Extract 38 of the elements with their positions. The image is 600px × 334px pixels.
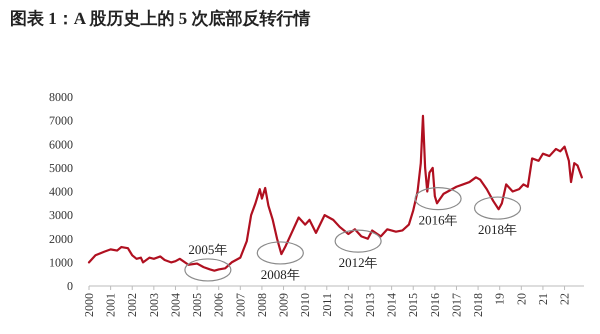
x-tick-label: 2011 bbox=[320, 293, 334, 317]
chart-title: 图表 1：A 股历史上的 5 次底部反转行情 bbox=[10, 9, 310, 28]
x-tick-label: 2013 bbox=[363, 293, 378, 317]
x-tick-label: 2001 bbox=[104, 293, 118, 317]
y-tick-label: 3000 bbox=[49, 208, 73, 222]
x-tick-label: 2018 bbox=[471, 293, 486, 317]
y-tick-label: 8000 bbox=[49, 90, 73, 104]
x-tick-label: 2016 bbox=[428, 293, 442, 317]
y-tick-label: 5000 bbox=[49, 160, 73, 175]
x-tick-label: 2000 bbox=[82, 293, 96, 317]
x-tick-label: 2003 bbox=[146, 293, 161, 317]
annotation: 2018年 bbox=[478, 222, 518, 238]
x-tick-label: 22 bbox=[558, 293, 572, 305]
x-tick-label: 2004 bbox=[168, 293, 182, 317]
y-tick-label: 6000 bbox=[49, 137, 73, 152]
x-tick-label: 2015 bbox=[406, 293, 420, 317]
annotation: 2008年 bbox=[260, 266, 300, 282]
x-tick-label: 2009 bbox=[276, 293, 291, 317]
x-tick-label: 2005 bbox=[190, 293, 204, 317]
y-tick-label: 7000 bbox=[49, 114, 73, 128]
x-tick-label: 2012 bbox=[341, 293, 356, 317]
annotation: 2012年 bbox=[338, 255, 378, 270]
annotation: 2005年 bbox=[188, 242, 228, 257]
annotation: 2016年 bbox=[418, 212, 458, 228]
x-tick-label: 2007 bbox=[233, 293, 248, 317]
y-tick-label: 0 bbox=[67, 279, 73, 293]
x-tick-label: 2002 bbox=[125, 293, 140, 317]
x-tick-label: 2017 bbox=[449, 293, 464, 317]
y-tick-label: 2000 bbox=[49, 232, 73, 246]
x-tick-label: 20 bbox=[514, 293, 528, 305]
y-tick-label: 4000 bbox=[49, 184, 73, 198]
x-tick-label: 2008 bbox=[254, 293, 269, 317]
x-tick-label: 2006 bbox=[212, 293, 226, 317]
x-tick-label: 21 bbox=[536, 293, 550, 305]
y-tick-label: 1000 bbox=[49, 255, 73, 270]
x-tick-label: 19 bbox=[492, 293, 507, 305]
x-tick-label: 2014 bbox=[384, 293, 399, 317]
x-tick-label: 2010 bbox=[298, 293, 312, 317]
